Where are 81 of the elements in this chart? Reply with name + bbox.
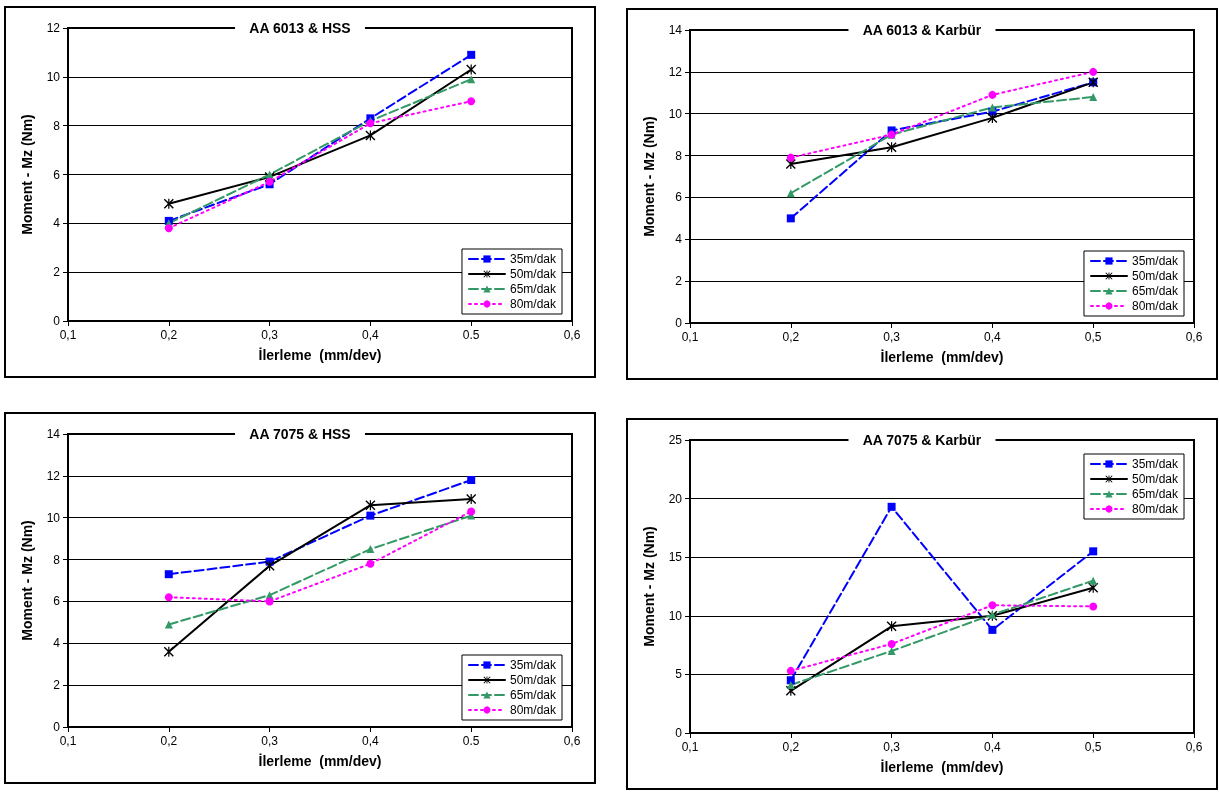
y-tick-label: 15 [668,550,683,565]
x-axis-title: İlerleme (mm/dev) [258,753,382,769]
y-tick-label: 14 [668,23,683,37]
legend-label: 65m/dak [1131,487,1179,501]
y-tick-label: 6 [53,594,61,609]
x-tick-label: 0,1 [59,328,77,342]
x-tick-label: 0,6 [1185,740,1203,754]
y-axis-title: Moment - Mz (Nm) [641,116,657,237]
y-tick-label: 14 [46,427,61,441]
legend-label: 65m/dak [509,282,557,296]
x-tick-label: 0.5 [462,734,480,748]
chart-title: AA 7075 & HSS [249,426,351,442]
x-tick-label: 0,1 [681,330,699,344]
legend-label: 50m/dak [1131,472,1179,486]
y-tick-label: 10 [46,69,61,84]
y-tick-label: 0 [53,314,61,328]
y-tick-label: 4 [675,232,683,247]
legend-label: 80m/dak [1131,502,1179,516]
legend-label: 80m/dak [1131,299,1179,313]
legend-label: 50m/dak [1131,269,1179,283]
y-tick-label: 0 [53,720,61,734]
x-tick-label: 0,2 [160,328,178,342]
chart-title: AA 6013 & Karbür [862,22,982,38]
x-tick-label: 0,6 [1185,330,1203,344]
x-tick-label: 0,4 [362,734,380,748]
x-tick-label: 0,4 [362,328,380,342]
x-tick-label: 0,3 [883,330,901,344]
chart-title: AA 6013 & HSS [249,20,351,36]
legend-label: 80m/dak [509,703,557,717]
y-tick-label: 2 [675,274,683,289]
y-tick-label: 8 [53,552,61,567]
legend-label: 65m/dak [1131,284,1179,298]
legend-label: 35m/dak [509,252,557,266]
y-tick-label: 10 [668,608,683,623]
chart-title: AA 7075 & Karbür [862,432,982,448]
legend-label: 35m/dak [1131,254,1179,268]
x-tick-label: 0,6 [563,328,581,342]
y-tick-label: 5 [675,667,683,682]
legend-label: 35m/dak [509,658,557,672]
y-tick-label: 10 [46,510,61,525]
x-axis-title: İlerleme (mm/dev) [880,349,1004,365]
y-tick-label: 0 [675,726,683,740]
legend-label: 50m/dak [509,267,557,281]
y-tick-label: 8 [53,118,61,133]
x-tick-label: 0,3 [883,740,901,754]
legend-label: 65m/dak [509,688,557,702]
y-tick-label: 0 [675,316,683,330]
x-tick-label: 0.5 [462,328,480,342]
legend-label: 50m/dak [509,673,557,687]
y-tick-label: 12 [46,21,61,35]
x-tick-label: 0,5 [1084,740,1102,754]
y-axis-title: Moment - Mz (Nm) [641,526,657,647]
y-axis-title: Moment - Mz (Nm) [19,520,35,641]
x-tick-label: 0,4 [984,740,1002,754]
y-axis-title: Moment - Mz (Nm) [19,114,35,235]
y-tick-label: 6 [53,167,61,182]
y-tick-label: 20 [668,491,683,506]
y-tick-label: 12 [668,64,683,79]
y-tick-label: 12 [46,468,61,483]
legend-label: 35m/dak [1131,457,1179,471]
legend-label: 80m/dak [509,297,557,311]
x-axis-title: İlerleme (mm/dev) [258,347,382,363]
x-tick-label: 0,1 [681,740,699,754]
y-tick-label: 8 [675,148,683,163]
x-tick-label: 0,3 [261,734,279,748]
y-tick-label: 25 [668,433,683,447]
x-tick-label: 0,2 [782,330,800,344]
y-tick-label: 2 [53,265,61,280]
x-tick-label: 0,5 [1084,330,1102,344]
x-tick-label: 0,2 [160,734,178,748]
x-tick-label: 0,1 [59,734,77,748]
x-tick-label: 0,4 [984,330,1002,344]
y-tick-label: 2 [53,678,61,693]
x-tick-label: 0,3 [261,328,279,342]
x-tick-label: 0,2 [782,740,800,754]
y-tick-label: 4 [53,216,61,231]
y-tick-label: 10 [668,106,683,121]
y-tick-label: 6 [675,190,683,205]
y-tick-label: 4 [53,636,61,651]
x-tick-label: 0,6 [563,734,581,748]
x-axis-title: İlerleme (mm/dev) [880,759,1004,775]
